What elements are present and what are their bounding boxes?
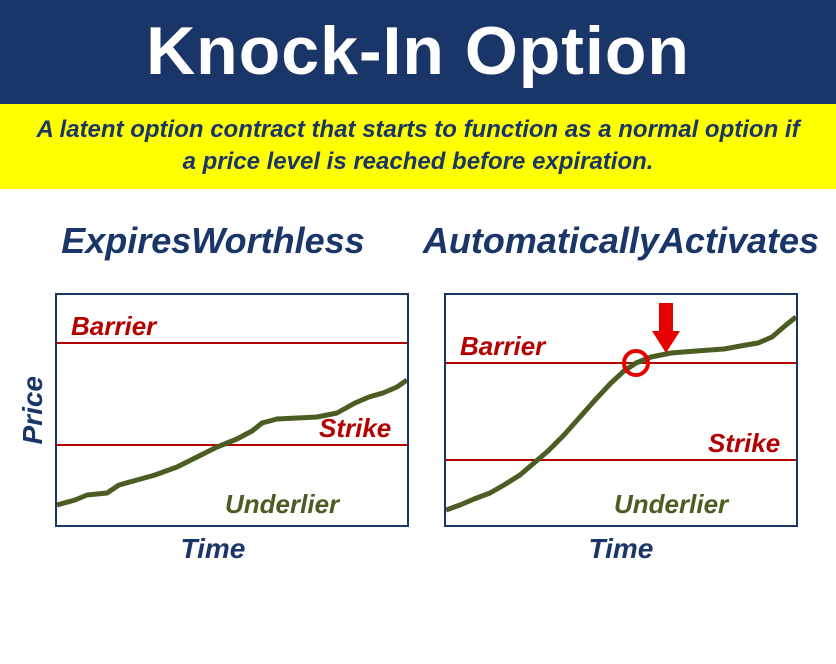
title-bar: Knock-In Option	[0, 0, 836, 104]
svg-text:Underlier: Underlier	[225, 489, 341, 519]
svg-text:Strike: Strike	[319, 413, 391, 443]
left-chart-svg: Barrier Strike Underlier	[57, 295, 407, 525]
right-axis-wrap: Barrier Strike Underlier	[444, 293, 798, 527]
svg-text:Barrier: Barrier	[71, 311, 158, 341]
left-axis-wrap: Price Barrier Strike Underlier	[17, 293, 409, 527]
x-axis-label-right: Time	[589, 533, 654, 565]
x-axis-label-left: Time	[181, 533, 246, 565]
charts-row: ExpiresWorthless Price Barrier Strike Unde…	[0, 189, 836, 565]
right-chart-box: Barrier Strike Underlier	[444, 293, 798, 527]
subtitle-bar: A latent option contract that starts to …	[0, 104, 836, 189]
right-chart-svg: Barrier Strike Underlier	[446, 295, 796, 525]
svg-text:Underlier: Underlier	[614, 489, 730, 519]
left-chart-title: ExpiresWorthless	[61, 199, 364, 283]
left-chart-box: Barrier Strike Underlier	[55, 293, 409, 527]
right-chart-title: AutomaticallyActivates	[423, 199, 819, 283]
svg-text:Barrier: Barrier	[460, 331, 547, 361]
svg-text:Strike: Strike	[708, 428, 780, 458]
y-axis-label-left: Price	[17, 376, 49, 445]
left-chart-block: ExpiresWorthless Price Barrier Strike Unde…	[17, 199, 409, 565]
right-chart-block: AutomaticallyActivates Barrier Strike Unde…	[423, 199, 819, 565]
